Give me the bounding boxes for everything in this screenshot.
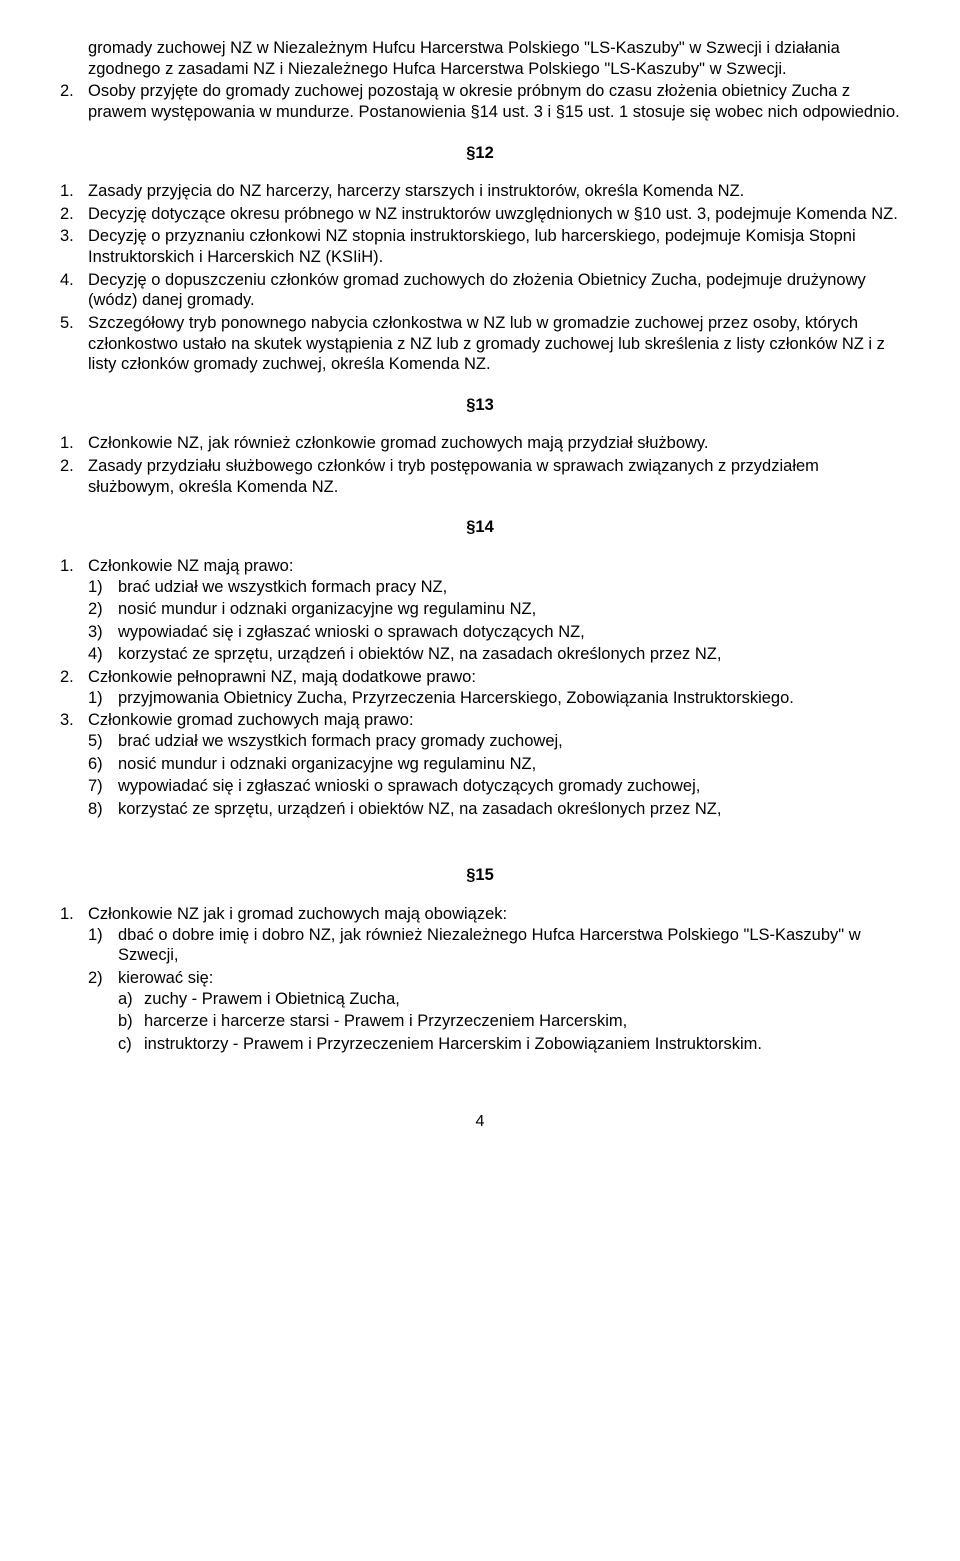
s14-1-sub-1: 1) brać udział we wszystkich formach prac… <box>88 577 900 598</box>
sub-number: 2) <box>88 968 103 989</box>
sub-text: nosić mundur i odznaki organizacyjne wg … <box>118 600 536 618</box>
section-15-list: 1. Członkowie NZ jak i gromad zuchowych … <box>60 904 900 1054</box>
s12-item-2: 2. Decyzję dotyczące okresu próbnego w N… <box>60 204 900 225</box>
subsub-text: zuchy - Prawem i Obietnicą Zucha, <box>144 990 400 1008</box>
intro-list: 2. Osoby przyjęte do gromady zuchowej po… <box>60 81 900 122</box>
sub-text: kierować się: <box>118 969 213 987</box>
paragraph-text: Osoby przyjęte do gromady zuchowej pozos… <box>88 82 900 121</box>
sub-number: 4) <box>88 644 103 665</box>
list-number: 2. <box>60 667 74 688</box>
sub-text: brać udział we wszystkich formach pracy … <box>118 732 563 750</box>
sub-number: 1) <box>88 688 103 709</box>
list-number: 1. <box>60 181 74 202</box>
s15-item-1: 1. Członkowie NZ jak i gromad zuchowych … <box>60 904 900 1054</box>
list-number: 3. <box>60 226 74 247</box>
sub-text: nosić mundur i odznaki organizacyjne wg … <box>118 755 536 773</box>
s14-item-1: 1. Członkowie NZ mają prawo: 1) brać udzi… <box>60 556 900 665</box>
s15-1-sub-2: 2) kierować się: a) zuchy - Prawem i Obie… <box>88 968 900 1055</box>
s12-item-5: 5. Szczegółowy tryb ponownego nabycia cz… <box>60 313 900 375</box>
paragraph-text: Zasady przyjęcia do NZ harcerzy, harcerz… <box>88 182 744 200</box>
sub-number: 2) <box>88 599 103 620</box>
section-12-heading: §12 <box>60 143 900 164</box>
sub-number: 7) <box>88 776 103 797</box>
s12-item-3: 3. Decyzję o przyznaniu członkowi NZ sto… <box>60 226 900 267</box>
s14-item-2: 2. Członkowie pełnoprawni NZ, mają dodat… <box>60 667 900 708</box>
section-13-heading: §13 <box>60 395 900 416</box>
s15-1-2-a: a) zuchy - Prawem i Obietnicą Zucha, <box>118 989 900 1010</box>
s15-1-sublist: 1) dbać o dobre imię i dobro NZ, jak równ… <box>88 925 900 1055</box>
list-number: 4. <box>60 270 74 291</box>
s14-2-sub-1: 1) przyjmowania Obietnicy Zucha, Przyrzec… <box>88 688 900 709</box>
s14-3-sub-8: 8) korzystać ze sprzętu, urządzeń i obiek… <box>88 799 900 820</box>
s12-item-4: 4. Decyzję o dopuszczeniu członków groma… <box>60 270 900 311</box>
sub-text: korzystać ze sprzętu, urządzeń i obiektó… <box>118 645 721 663</box>
list-number: 1. <box>60 433 74 454</box>
list-number: 2. <box>60 456 74 477</box>
letter-number: a) <box>118 989 133 1010</box>
s15-1-2-c: c) instruktorzy - Prawem i Przyrzeczeniem… <box>118 1034 900 1055</box>
letter-number: c) <box>118 1034 132 1055</box>
sub-number: 6) <box>88 754 103 775</box>
s15-1-2-b: b) harcerze i harcerze starsi - Prawem i … <box>118 1011 900 1032</box>
paragraph-text: Decyzję o przyznaniu członkowi NZ stopni… <box>88 227 856 266</box>
paragraph-text: Zasady przydziału służbowego członków i … <box>88 457 819 496</box>
section-13-list: 1. Członkowie NZ, jak również członkowie… <box>60 433 900 497</box>
paragraph-text: Członkowie pełnoprawni NZ, mają dodatkow… <box>88 668 476 686</box>
list-number: 2. <box>60 204 74 225</box>
sub-text: przyjmowania Obietnicy Zucha, Przyrzecze… <box>118 689 794 707</box>
subsub-text: instruktorzy - Prawem i Przyrzeczeniem H… <box>144 1035 762 1053</box>
sub-text: korzystać ze sprzętu, urządzeń i obiektó… <box>118 800 721 818</box>
sub-text: brać udział we wszystkich formach pracy … <box>118 578 447 596</box>
s14-3-sub-7: 7) wypowiadać się i zgłaszać wnioski o sp… <box>88 776 900 797</box>
section-15-heading: §15 <box>60 865 900 886</box>
paragraph-text: Decyzję o dopuszczeniu członków gromad z… <box>88 271 866 310</box>
list-number: 5. <box>60 313 74 334</box>
s15-1-2-sublist: a) zuchy - Prawem i Obietnicą Zucha, b) ha… <box>118 989 900 1055</box>
s14-1-sub-4: 4) korzystać ze sprzętu, urządzeń i obiek… <box>88 644 900 665</box>
sub-text: wypowiadać się i zgłaszać wnioski o spra… <box>118 623 585 641</box>
intro-item-2: 2. Osoby przyjęte do gromady zuchowej po… <box>60 81 900 122</box>
sub-number: 1) <box>88 925 103 946</box>
s14-item-3: 3. Członkowie gromad zuchowych mają praw… <box>60 710 900 819</box>
paragraph-text: Członkowie NZ, jak również członkowie gr… <box>88 434 709 452</box>
paragraph-text: Członkowie NZ mają prawo: <box>88 557 293 575</box>
sub-number: 5) <box>88 731 103 752</box>
list-number: 1. <box>60 556 74 577</box>
section-14-list: 1. Członkowie NZ mają prawo: 1) brać udzi… <box>60 556 900 820</box>
paragraph-text: Członkowie NZ jak i gromad zuchowych maj… <box>88 905 507 923</box>
sub-number: 8) <box>88 799 103 820</box>
s15-1-sub-1: 1) dbać o dobre imię i dobro NZ, jak równ… <box>88 925 900 966</box>
s14-3-sub-6: 6) nosić mundur i odznaki organizacyjne w… <box>88 754 900 775</box>
letter-number: b) <box>118 1011 133 1032</box>
list-number: 3. <box>60 710 74 731</box>
intro-continuation: gromady zuchowej NZ w Niezależnym Hufcu … <box>60 38 900 79</box>
list-number: 2. <box>60 81 74 102</box>
s14-3-sub-5: 5) brać udział we wszystkich formach prac… <box>88 731 900 752</box>
s14-1-sub-2: 2) nosić mundur i odznaki organizacyjne w… <box>88 599 900 620</box>
sub-text: dbać o dobre imię i dobro NZ, jak równie… <box>118 926 861 965</box>
paragraph-text: Szczegółowy tryb ponownego nabycia człon… <box>88 314 885 373</box>
sub-number: 1) <box>88 577 103 598</box>
sub-text: wypowiadać się i zgłaszać wnioski o spra… <box>118 777 700 795</box>
s14-1-sub-3: 3) wypowiadać się i zgłaszać wnioski o sp… <box>88 622 900 643</box>
list-number: 1. <box>60 904 74 925</box>
s12-item-1: 1. Zasady przyjęcia do NZ harcerzy, harc… <box>60 181 900 202</box>
s13-item-1: 1. Członkowie NZ, jak również członkowie… <box>60 433 900 454</box>
section-14-heading: §14 <box>60 517 900 538</box>
s14-1-sublist: 1) brać udział we wszystkich formach prac… <box>88 577 900 666</box>
s14-3-sublist: 5) brać udział we wszystkich formach prac… <box>88 731 900 820</box>
paragraph-text: Decyzję dotyczące okresu próbnego w NZ i… <box>88 205 898 223</box>
sub-number: 3) <box>88 622 103 643</box>
section-12-list: 1. Zasady przyjęcia do NZ harcerzy, harc… <box>60 181 900 375</box>
paragraph-text: Członkowie gromad zuchowych mają prawo: <box>88 711 414 729</box>
page-number: 4 <box>60 1112 900 1132</box>
subsub-text: harcerze i harcerze starsi - Prawem i Pr… <box>144 1012 627 1030</box>
s13-item-2: 2. Zasady przydziału służbowego członków… <box>60 456 900 497</box>
s14-2-sublist: 1) przyjmowania Obietnicy Zucha, Przyrzec… <box>88 688 900 709</box>
